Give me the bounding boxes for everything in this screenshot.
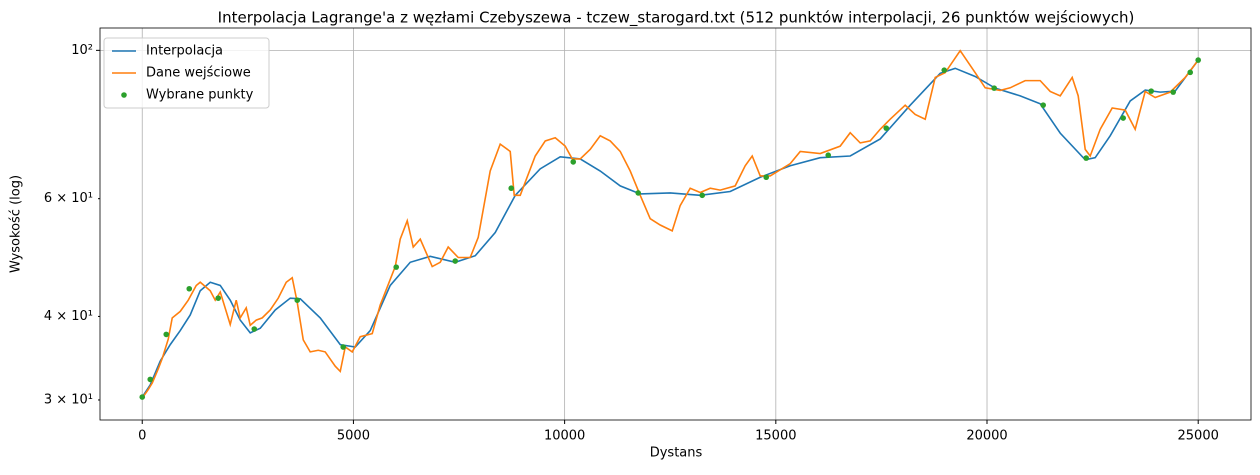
data-point [251,326,258,332]
legend-box [103,37,270,109]
data-point [1120,115,1126,121]
data-point [186,285,193,292]
x-axis-label: Dystans [650,446,703,461]
legend-label: Dane wejściowe [146,66,251,81]
data-point [941,67,948,73]
y-axis-label: Wysokość (log) [9,175,24,273]
y-tick-label: 10² [71,43,93,58]
data-point [139,394,146,400]
data-point [294,297,301,303]
data-point [215,295,222,301]
data-point [1148,88,1154,94]
data-point [1170,89,1176,95]
data-point [508,185,515,192]
data-line [141,59,1199,398]
data-point [699,192,706,199]
legend-label: Wybrane punkty [146,88,254,103]
chart-title: Interpolacja Lagrange'a z węzłami Czebys… [218,9,1135,28]
data-point [1083,155,1089,161]
x-tick-label: 10000 [544,429,585,444]
data-point [825,152,832,158]
data-point [570,159,577,165]
data-point [393,264,400,270]
data-point [763,174,770,181]
y-tick-label: 3 × 10¹ [44,392,93,407]
plot-frame [99,27,1252,421]
data-point [883,125,890,131]
y-tick-label: 6 × 10¹ [44,191,93,206]
data-point [1187,69,1194,76]
data-point [1040,102,1046,108]
legend-marker [121,92,127,98]
data-point [147,376,154,383]
data-point [340,344,347,350]
x-tick-label: 5000 [337,429,370,444]
data-point [991,85,997,91]
x-tick-label: 15000 [755,429,796,444]
legend-label: Interpolacja [146,44,223,59]
x-tick-label: 20000 [966,429,1007,444]
data-point [1195,57,1202,63]
data-point [452,258,459,264]
data-line [141,49,1199,399]
x-tick-label: 25000 [1178,429,1219,444]
y-tick-label: 4 × 10¹ [44,309,93,324]
data-point [635,190,642,196]
x-tick-label: 0 [138,429,146,444]
data-point [163,331,170,338]
